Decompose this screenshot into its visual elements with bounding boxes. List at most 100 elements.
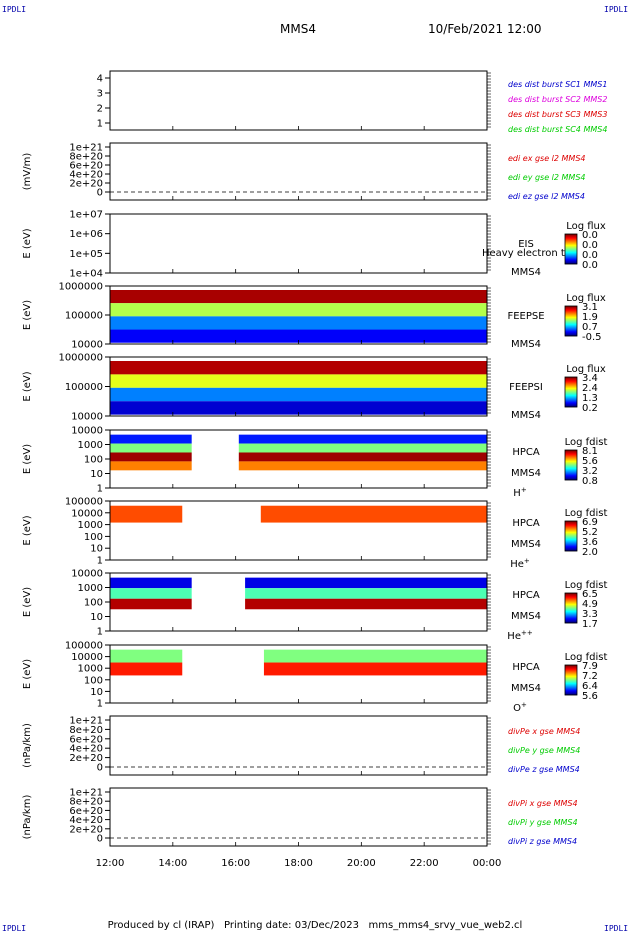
colorbar-cell	[565, 247, 577, 249]
date-title: 10/Feb/2021 12:00	[428, 22, 542, 36]
colorbar-cell	[565, 523, 577, 525]
colorbar-tick: 0.7	[582, 322, 598, 333]
y-tick-label: 0	[97, 763, 103, 774]
y-tick-label: 3	[97, 89, 103, 100]
colorbar-cell	[565, 237, 577, 239]
colorbar-tick: 0.0	[582, 250, 598, 261]
spectrogram-band	[110, 461, 192, 471]
colorbar-cell	[565, 474, 577, 476]
colorbar-cell	[565, 687, 577, 689]
colorbar-cell	[565, 529, 577, 531]
colorbar-tick: 5.6	[582, 456, 598, 467]
colorbar-cell	[565, 617, 577, 619]
colorbar-cell	[565, 534, 577, 536]
y-tick-label: 100000	[65, 497, 103, 508]
colorbar-frame	[564, 449, 578, 481]
colorbar-cell	[565, 604, 577, 606]
colorbar-cell	[565, 674, 577, 676]
y-tick-label: 1000000	[58, 353, 103, 364]
y-axis-label: (nPa/km)	[22, 723, 33, 768]
y-tick-label: 10	[90, 612, 103, 623]
colorbar-cell	[565, 470, 577, 472]
colorbar-tick: 4.9	[582, 599, 598, 610]
colorbar-title: Log fdist	[565, 508, 608, 519]
colorbar-cell	[565, 476, 577, 478]
spectrogram-band	[238, 443, 487, 453]
colorbar-cell	[565, 609, 577, 611]
colorbar-cell	[565, 239, 577, 241]
colorbar-cell	[565, 403, 577, 405]
colorbar-cell	[565, 612, 577, 614]
colorbar-cell	[565, 545, 577, 547]
colorbar-tick: 0.0	[582, 240, 598, 251]
colorbar-cell	[565, 259, 577, 261]
colorbar-cell	[565, 678, 577, 680]
colorbar-cell	[565, 596, 577, 598]
species-label: O+	[513, 701, 527, 714]
spectrogram-band	[110, 662, 183, 676]
colorbar-tick: 3.6	[582, 537, 598, 548]
colorbar-tick: 1.3	[582, 393, 598, 404]
colorbar-cell	[565, 392, 577, 394]
spectrogram-band	[263, 662, 487, 676]
colorbar-cell	[565, 688, 577, 690]
colorbar-cell	[565, 549, 577, 551]
survey-plot: 4 3 2 1 des dist burst SC1 MMS1 des dist burs…	[22, 70, 608, 869]
colorbar-cell	[565, 242, 577, 244]
colorbar-tick: 2.4	[582, 383, 598, 394]
spectrogram-band	[238, 461, 487, 471]
colorbar-cell	[565, 601, 577, 603]
footer-credit: Produced by cl (IRAP) Printing date: 03/…	[107, 920, 523, 931]
y-tick-label: 1	[97, 119, 103, 130]
y-tick-label: 8e+20	[69, 152, 103, 163]
colorbar-cell	[565, 329, 577, 331]
colorbar-cell	[565, 457, 577, 459]
y-tick-label: 2	[97, 104, 103, 115]
colorbar-cell	[565, 668, 577, 670]
colorbar-cell	[565, 321, 577, 323]
colorbar-cell	[565, 386, 577, 388]
spectrogram-band	[110, 434, 192, 444]
y-tick-label: 10000	[71, 569, 103, 580]
colorbar-cell	[565, 249, 577, 251]
spectrogram-band	[245, 588, 487, 599]
colorbar-cell	[565, 384, 577, 386]
corner-label-bottom-left: IPDLI	[2, 924, 27, 933]
spectrogram-band	[110, 588, 192, 599]
colorbar-cell	[565, 594, 577, 596]
colorbar-cell	[565, 260, 577, 262]
colorbar-cell	[565, 246, 577, 248]
colorbar-cell	[565, 471, 577, 473]
colorbar-cell	[565, 322, 577, 324]
colorbar-cell	[565, 535, 577, 537]
colorbar-cell	[565, 315, 577, 317]
colorbar-cell	[565, 689, 577, 691]
colorbar-cell	[565, 672, 577, 674]
colorbar-cell	[565, 547, 577, 549]
y-tick-label: 10000	[71, 508, 103, 519]
colorbar-cell	[565, 459, 577, 461]
colorbar-cell	[565, 475, 577, 477]
time-tick-label: 12:00	[96, 858, 125, 869]
colorbar-frame	[564, 305, 578, 337]
colorbar-cell	[565, 377, 577, 379]
colorbar-cell	[565, 460, 577, 462]
colorbar-cell	[565, 328, 577, 330]
colorbar-tick: 7.9	[582, 661, 598, 672]
colorbar-cell	[565, 306, 577, 308]
colorbar-cell	[565, 234, 577, 236]
colorbar-cell	[565, 602, 577, 604]
colorbar-frame	[564, 233, 578, 265]
colorbar-tick: 1.9	[582, 312, 598, 323]
y-tick-label: 1e+21	[69, 143, 103, 154]
colorbar-cell	[565, 522, 577, 524]
colorbar-cell	[565, 334, 577, 336]
spectrogram-band	[110, 401, 487, 415]
spectrogram-band	[238, 452, 487, 462]
y-tick-label: 1e+21	[69, 788, 103, 799]
legend-entry: divPe x gse MMS4	[508, 727, 580, 736]
colorbar-cell	[565, 332, 577, 334]
colorbar-cell	[565, 398, 577, 400]
panel-frame	[109, 715, 488, 776]
colorbar-cell	[565, 544, 577, 546]
